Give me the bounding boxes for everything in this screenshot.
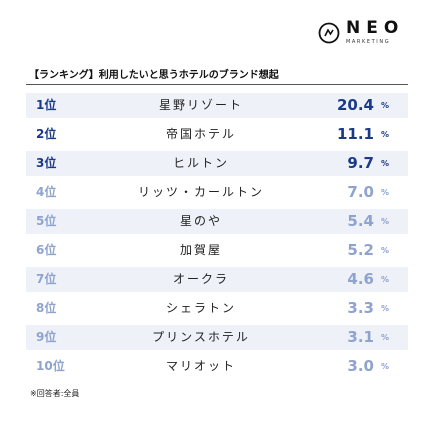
row-band <box>26 93 408 118</box>
brand-name: NEO <box>346 18 405 38</box>
rank-label: 7位 <box>36 272 57 286</box>
hotel-name: オークラ <box>172 272 229 286</box>
value-label: 20.4 <box>336 96 374 114</box>
rank-label: 9位 <box>36 330 57 344</box>
rank-label: 1位 <box>36 98 57 112</box>
hotel-name: リッツ・カールトン <box>137 185 264 199</box>
rank-label: 8位 <box>36 301 57 315</box>
ranking-table: 1位 星野リゾート 20.4% 2位 帝国ホテル 11.1% 3位 ヒルトン 9.7% 4位 リッツ… <box>26 91 408 381</box>
brand-logo: NEO MARKETING <box>318 20 404 45</box>
hotel-name: ヒルトン <box>172 156 229 170</box>
rank-label: 10位 <box>36 359 65 373</box>
chart-title: 【ランキング】利用したいと思うホテルのブランド想起 <box>29 70 279 81</box>
unit-label: % <box>381 246 390 255</box>
footnote: ※回答者:全員 <box>30 389 80 398</box>
unit-label: % <box>381 101 390 110</box>
value-label: 7.0 <box>347 183 374 201</box>
value-label: 9.7 <box>347 154 374 172</box>
hotel-name: 星のや <box>179 214 222 228</box>
table-row: 5位 星のや 5.4% <box>26 207 408 236</box>
value-label: 11.1 <box>336 125 374 143</box>
brand-subtitle: MARKETING <box>346 39 391 45</box>
table-row: 4位 リッツ・カールトン 7.0% <box>26 178 408 207</box>
row-band <box>26 151 408 176</box>
table-row: 3位 ヒルトン 9.7% <box>26 149 408 178</box>
value-label: 3.0 <box>347 357 374 375</box>
rank-label: 5位 <box>36 214 57 228</box>
table-row: 1位 星野リゾート 20.4% <box>26 91 408 120</box>
unit-label: % <box>381 188 390 197</box>
rank-label: 4位 <box>36 185 57 199</box>
neo-logo-icon <box>318 22 340 43</box>
title-divider <box>26 84 408 85</box>
value-label: 3.3 <box>347 299 374 317</box>
rank-label: 2位 <box>36 127 57 141</box>
value-label: 5.2 <box>347 241 374 259</box>
table-row: 6位 加賀屋 5.2% <box>26 236 408 265</box>
hotel-name: マリオット <box>165 359 236 373</box>
unit-label: % <box>381 130 390 139</box>
hotel-name: 帝国ホテル <box>165 127 236 141</box>
unit-label: % <box>381 275 390 284</box>
hotel-name: 星野リゾート <box>158 98 243 112</box>
hotel-name: シェラトン <box>165 301 236 315</box>
table-row: 7位 オークラ 4.6% <box>26 265 408 294</box>
unit-label: % <box>381 362 390 371</box>
rank-label: 3位 <box>36 156 57 170</box>
unit-label: % <box>381 159 390 168</box>
row-band <box>26 267 408 292</box>
value-label: 4.6 <box>347 270 374 288</box>
table-row: 8位 シェラトン 3.3% <box>26 294 408 323</box>
hotel-name: 加賀屋 <box>179 243 222 257</box>
unit-label: % <box>381 333 390 342</box>
table-row: 10位 マリオット 3.0% <box>26 352 408 381</box>
value-label: 3.1 <box>347 328 374 346</box>
value-label: 5.4 <box>347 212 374 230</box>
unit-label: % <box>381 217 390 226</box>
unit-label: % <box>381 304 390 313</box>
rank-label: 6位 <box>36 243 57 257</box>
row-band <box>26 209 408 234</box>
table-row: 2位 帝国ホテル 11.1% <box>26 120 408 149</box>
hotel-name: プリンスホテル <box>152 330 250 344</box>
row-band <box>26 325 408 350</box>
table-row: 9位 プリンスホテル 3.1% <box>26 323 408 352</box>
